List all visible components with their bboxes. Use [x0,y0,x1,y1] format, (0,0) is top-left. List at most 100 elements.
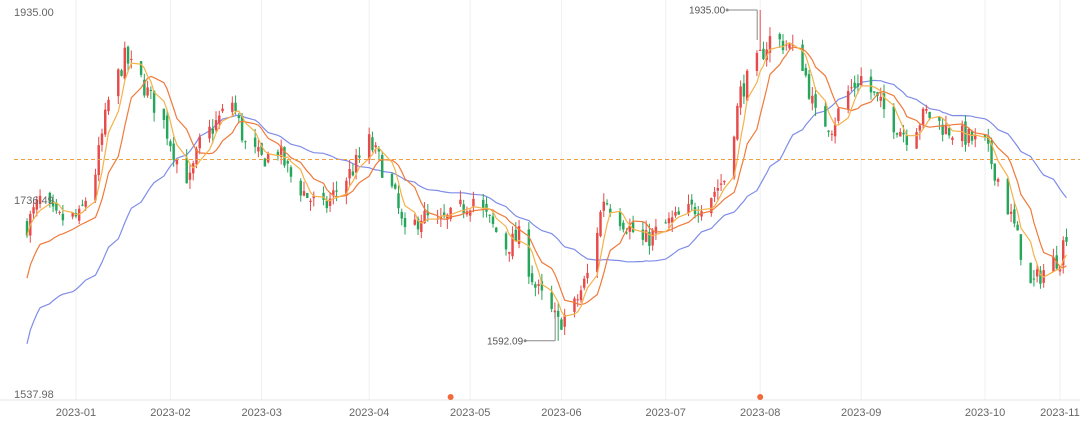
candle-body [951,137,954,140]
candle-body [517,226,521,245]
candle-body [674,212,677,216]
candle-body [51,200,55,207]
candle-body [462,204,465,213]
candle-body [117,69,120,97]
candle-body [602,201,606,211]
candle-body [1039,270,1042,284]
candle-body [736,105,739,140]
candle-body [974,134,977,140]
candle-body [560,319,563,330]
candle-body [804,67,808,76]
candle-body [781,40,785,51]
candle-body [188,172,192,180]
candle-body [664,222,667,224]
ma-long-line [26,79,1067,344]
x-tick-label: 2023-02 [150,407,190,419]
candle-body [837,108,840,121]
candle-body [165,115,169,139]
candle-body [928,111,931,119]
candle-body [938,116,941,121]
candle-body [260,143,263,155]
candle-body [130,58,133,60]
candle-body [266,153,270,163]
candle-body [618,211,622,227]
candle-body [244,141,247,143]
candle-body [472,198,475,208]
candle-body [221,108,224,112]
candle-body [374,145,377,148]
candle-body [1052,256,1055,272]
annotation-label: 1592.09 [487,336,524,347]
x-tick-label: 2023-04 [349,407,389,419]
candle-body [328,198,332,206]
candle-body [716,187,720,191]
x-tick-label: 2023-10 [965,407,1005,419]
candle-body [459,199,462,205]
candle-body [214,120,218,131]
annotation-label: 1935.00 [689,6,726,17]
candle-body [276,151,280,157]
candle-body [830,133,834,135]
candle-body [596,232,599,272]
candle-body [814,94,817,108]
candle-body [1009,211,1013,214]
candle-body [143,79,146,96]
candle-body [394,184,397,189]
candle-body [185,157,188,184]
candle-body [667,218,671,224]
ma-long-series [26,79,1067,344]
candle-body [644,230,648,242]
candle-body [540,281,544,291]
candle-body [446,214,449,220]
candle-body [892,106,896,133]
candle-body [139,61,143,75]
candle-body [514,229,518,242]
x-tick-label: 2023-09 [841,407,881,419]
x-tick-label: 2023-08 [740,407,780,419]
candle-body [449,207,452,219]
candle-body [38,195,42,204]
candle-body [1019,234,1023,260]
candle-body [61,213,65,221]
candle-body [289,167,293,177]
candle-body [1029,262,1032,284]
candle-body [198,136,201,149]
annotation-dot [523,339,527,343]
candle-body [921,108,925,125]
candle-body [48,192,52,203]
candle-body [126,46,130,64]
candle-body [348,168,351,179]
candle-body [377,148,381,152]
x-tick-label: 2023-07 [646,407,686,419]
candle-body [1006,178,1010,215]
candle-body [423,210,426,224]
candle-body [325,200,329,209]
candle-body [71,213,74,217]
candle-body [742,83,746,97]
y-axis-labels: 1935.00 1736.49 1537.98 [14,7,54,401]
candle-body [380,155,384,178]
candle-body [279,146,283,157]
candle-body [605,203,609,205]
candle-body [35,199,39,210]
gridlines [0,0,1080,401]
candle-body [358,155,361,158]
candle-body [77,208,81,221]
candle-body [631,222,635,232]
candle-body [416,218,420,230]
candle-body [468,210,472,216]
ma-mid-series [26,46,1067,306]
x-tick-label: 2023-06 [541,407,581,419]
candle-body [710,198,713,214]
candle-body [947,128,951,136]
candle-body [172,143,175,160]
candle-body [625,232,628,234]
candle-body [550,292,553,309]
candle-body [670,217,674,223]
candle-body [944,124,948,135]
candle-body [175,159,179,165]
annotations: 1935.00 1592.09 [487,6,758,347]
candle-body [713,191,716,197]
